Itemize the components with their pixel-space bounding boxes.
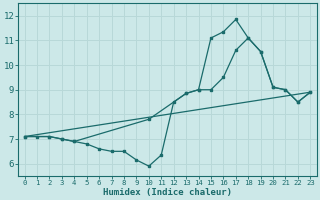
X-axis label: Humidex (Indice chaleur): Humidex (Indice chaleur) [103, 188, 232, 197]
